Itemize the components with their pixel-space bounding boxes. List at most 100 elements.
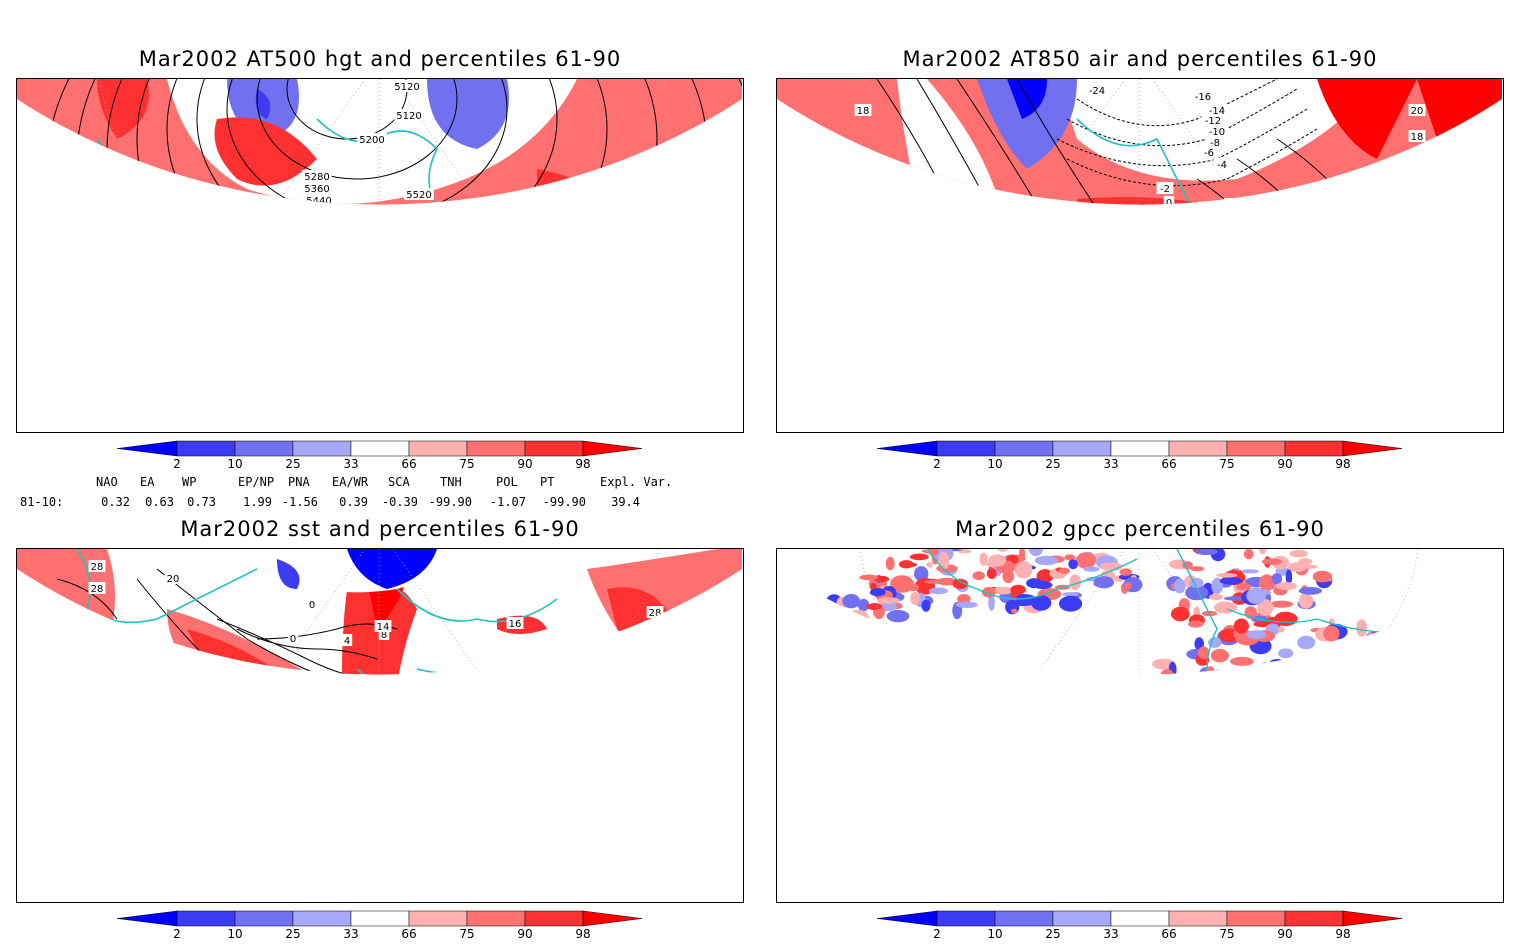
precip-percentile-patch xyxy=(1213,798,1222,812)
precip-percentile-patch xyxy=(1194,549,1218,555)
colorbar-segment xyxy=(1110,440,1170,457)
precip-percentile-patch xyxy=(1174,789,1182,794)
precip-percentile-patch xyxy=(1412,792,1424,799)
precip-percentile-patch xyxy=(1249,803,1265,814)
colorbar-segment xyxy=(292,910,352,927)
precip-percentile-patch xyxy=(1335,720,1354,732)
contour-label-bg xyxy=(68,626,86,638)
precip-percentile-patch xyxy=(830,708,847,726)
precip-percentile-patch xyxy=(1242,738,1253,748)
precip-percentile-patch xyxy=(1304,730,1323,736)
colorbar-tick-label: 90 xyxy=(517,457,532,471)
precip-percentile-patch xyxy=(1444,724,1451,733)
precip-percentile-patch xyxy=(1423,780,1435,788)
precip-percentile-patch xyxy=(1353,802,1371,819)
precip-percentile-patch xyxy=(1028,549,1043,557)
precip-percentile-patch xyxy=(1354,696,1373,705)
contour-label-bg xyxy=(1081,306,1098,318)
precip-percentile-patch xyxy=(1167,744,1173,754)
precip-percentile-patch xyxy=(1260,662,1269,675)
precip-percentile-patch xyxy=(885,556,895,571)
colorbar-segment xyxy=(524,910,584,927)
precip-percentile-patch xyxy=(864,742,888,757)
precip-percentile-patch xyxy=(1409,689,1428,707)
colorbar-tick-label: 75 xyxy=(1219,927,1234,941)
colorbar-bottom-right: 2 10 25 33 66 75 90 98 xyxy=(876,908,1417,942)
precip-percentile-patch xyxy=(1258,708,1281,720)
precip-percentile-patch xyxy=(1203,721,1216,732)
precip-percentile-patch xyxy=(1274,722,1281,731)
precip-percentile-patch xyxy=(1259,742,1281,748)
precip-percentile-patch xyxy=(938,551,950,570)
precip-percentile-patch xyxy=(795,727,812,741)
colorbar-tick-label: 33 xyxy=(1103,927,1118,941)
precip-percentile-patch xyxy=(1295,686,1308,698)
precip-percentile-patch xyxy=(1429,648,1440,666)
precip-percentile-patch xyxy=(1157,848,1179,854)
colorbar-arrow-low xyxy=(876,910,938,927)
contour-label-bg xyxy=(1156,182,1174,194)
precip-percentile-patch xyxy=(1465,673,1482,675)
contour-label-bg xyxy=(334,830,351,842)
precip-percentile-patch xyxy=(1272,812,1285,830)
precip-percentile-patch xyxy=(1152,835,1160,847)
precip-percentile-patch xyxy=(1433,777,1443,782)
contour-label-bg xyxy=(1223,198,1235,205)
precip-percentile-patch xyxy=(1317,694,1326,711)
precip-percentile-patch xyxy=(1224,800,1246,808)
precip-percentile-patch xyxy=(1241,718,1261,728)
precip-percentile-patch xyxy=(1432,730,1453,739)
precip-percentile-patch xyxy=(1095,843,1101,854)
contour-label-bg xyxy=(336,322,366,334)
colorbar-tick-label: 25 xyxy=(285,457,300,471)
precip-percentile-patch xyxy=(1267,739,1282,753)
colorbar-tick-label: 2 xyxy=(173,457,181,471)
precip-percentile-patch xyxy=(1354,795,1366,800)
precip-percentile-patch xyxy=(1248,774,1269,780)
precip-percentile-patch xyxy=(900,737,920,746)
contour-label: 6 xyxy=(1224,224,1230,235)
precip-percentile-patch xyxy=(1222,684,1239,690)
map-gpcc xyxy=(776,548,1504,903)
precip-percentile-patch xyxy=(1430,692,1443,710)
contour-label-bg xyxy=(287,632,299,644)
precip-percentile-patch xyxy=(1363,684,1371,688)
precip-percentile-patch xyxy=(1209,593,1224,601)
precip-percentile-patch xyxy=(1320,677,1338,690)
title-air: Mar2002 AT850 air and percentiles 61-90 xyxy=(902,47,1378,71)
precip-percentile-patch xyxy=(1365,707,1372,718)
precip-percentile-patch xyxy=(1118,792,1136,810)
precip-percentile-patch xyxy=(1414,806,1424,824)
precip-percentile-patch xyxy=(988,593,995,611)
precip-percentile-patch xyxy=(1411,722,1422,728)
precip-percentile-patch xyxy=(1181,806,1189,812)
precip-percentile-patch xyxy=(1187,788,1199,793)
precip-percentile-patch xyxy=(1154,865,1169,882)
precip-percentile-patch xyxy=(1345,719,1352,735)
contour-label-bg xyxy=(1222,210,1232,222)
index-value: 0.39 xyxy=(339,495,368,509)
precip-percentile-patch xyxy=(1117,827,1131,833)
contour-label-bg xyxy=(335,294,365,306)
precip-percentile-patch xyxy=(879,775,898,784)
colorbar-tick-label: 33 xyxy=(343,927,358,941)
precip-percentile-patch xyxy=(1221,675,1238,681)
precip-percentile-patch xyxy=(1146,803,1164,816)
precip-percentile-patch xyxy=(878,799,889,816)
precip-percentile-patch xyxy=(1186,807,1197,815)
precip-percentile-patch xyxy=(1450,695,1458,708)
precip-percentile-patch xyxy=(1171,756,1187,766)
index-value: -0.39 xyxy=(381,495,418,509)
colorbar-segment xyxy=(936,440,996,457)
precip-percentile-patch xyxy=(1085,821,1096,828)
precip-percentile-patch xyxy=(1182,561,1193,570)
precip-percentile-patch xyxy=(1271,573,1283,585)
contour-label-bg xyxy=(302,170,332,182)
precip-percentile-patch xyxy=(1186,866,1204,883)
precip-percentile-patch xyxy=(1098,803,1115,816)
contour-label-bg xyxy=(1205,104,1229,116)
contour-label: 20 xyxy=(1355,194,1368,205)
precip-percentile-patch xyxy=(1152,735,1158,741)
precip-percentile-patch xyxy=(1401,798,1410,815)
precip-percentile-patch xyxy=(1170,779,1185,783)
